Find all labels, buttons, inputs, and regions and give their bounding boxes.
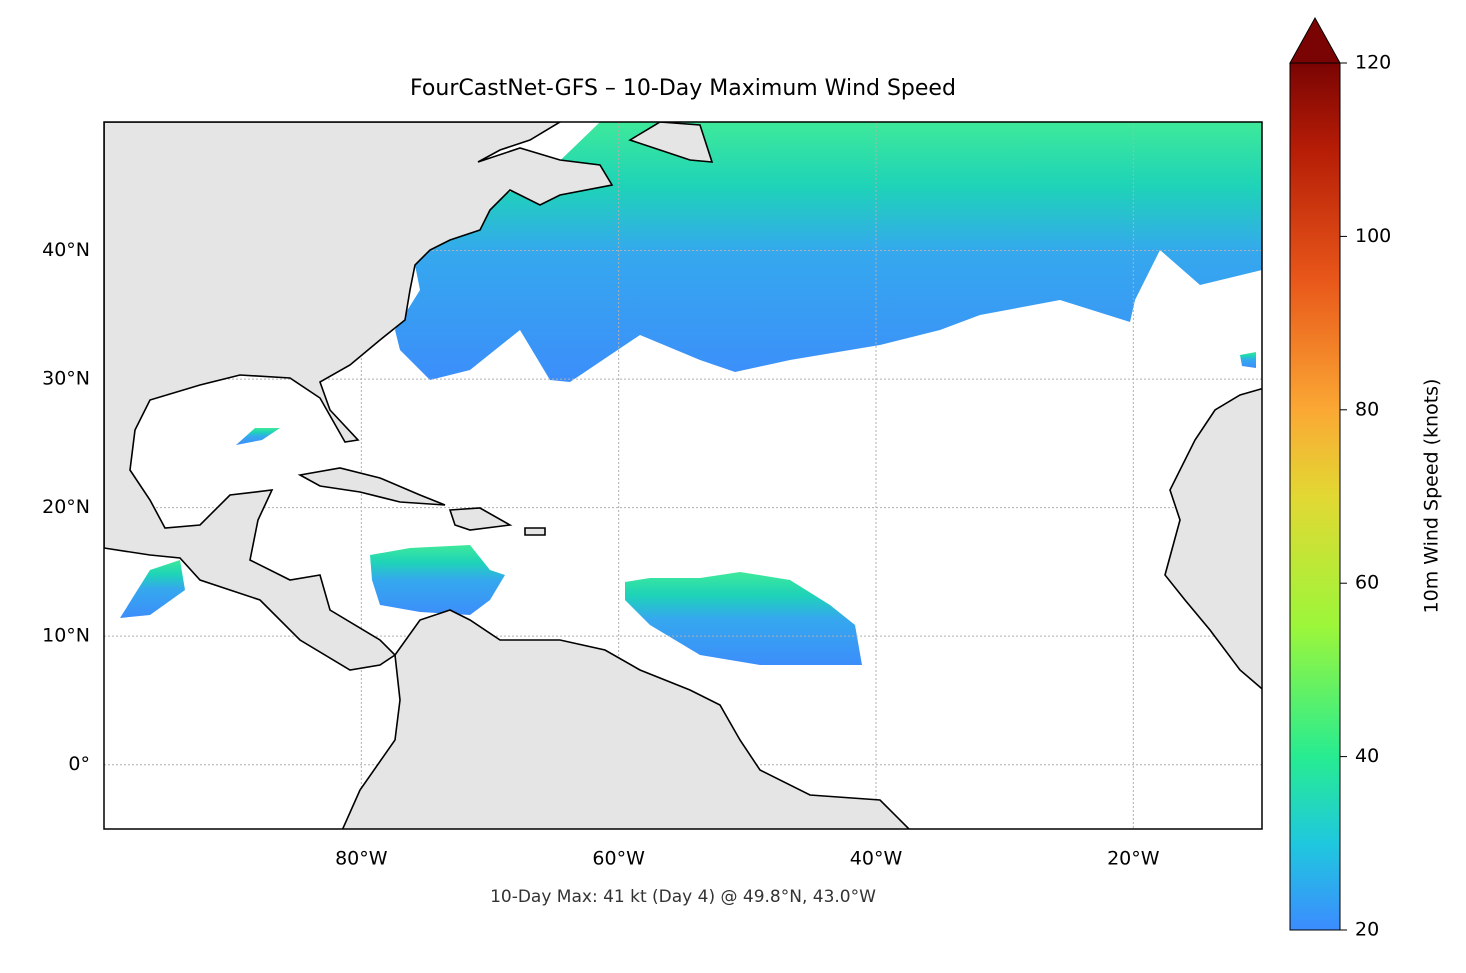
y-tick-label: 20°N (42, 496, 90, 518)
map-frame (103, 121, 1263, 830)
colorbar-tick-label: 20 (1355, 919, 1379, 941)
colorbar-label: 10m Wind Speed (knots) (1421, 379, 1443, 614)
colorbar-extend (1289, 16, 1341, 64)
annotation: 10-Day Max: 41 kt (Day 4) @ 49.8°N, 43.0… (490, 887, 876, 907)
y-tick-label: 30°N (42, 368, 90, 390)
colorbar-body (1289, 62, 1341, 931)
x-tick-label: 20°W (1107, 848, 1160, 870)
cuba (297, 467, 446, 506)
colorbar: 10m Wind Speed (knots) 20 40 60 80 100 120 (1289, 16, 1443, 941)
land (104, 122, 1262, 829)
colorbar-tick-label: 60 (1355, 572, 1379, 594)
x-tick-label: 60°W (592, 848, 645, 870)
map-area (104, 122, 1262, 829)
colorbar-tick-label: 80 (1355, 398, 1379, 420)
hispaniola (448, 507, 513, 531)
newfoundland (628, 122, 714, 163)
north-america (104, 122, 614, 671)
wind-swath (236, 428, 280, 445)
y-tick-label: 40°N (42, 239, 90, 261)
colorbar-tick-label: 40 (1355, 745, 1379, 767)
map-title: FourCastNet-GFS – 10-Day Maximum Wind Sp… (410, 76, 956, 101)
y-tick-label: 0° (68, 753, 90, 775)
wind-swath (1240, 352, 1256, 368)
wind-swath (370, 545, 505, 615)
puerto-rico (524, 527, 546, 536)
wind-swath (625, 572, 862, 665)
axes: 80°W 60°W 40°W 20°W 0° 10°N 20°N 30°N 40°N (42, 239, 1160, 869)
wind-field (120, 122, 1262, 665)
africa (1164, 387, 1262, 690)
x-tick-label: 40°W (850, 848, 903, 870)
y-tick-label: 10°N (42, 625, 90, 647)
x-tick-label: 80°W (335, 848, 388, 870)
south-america (341, 609, 911, 829)
wind-swath (395, 122, 1262, 382)
wind-swath (120, 560, 185, 618)
colorbar-tick-label: 100 (1355, 225, 1391, 247)
colorbar-tick-label: 120 (1355, 52, 1391, 74)
